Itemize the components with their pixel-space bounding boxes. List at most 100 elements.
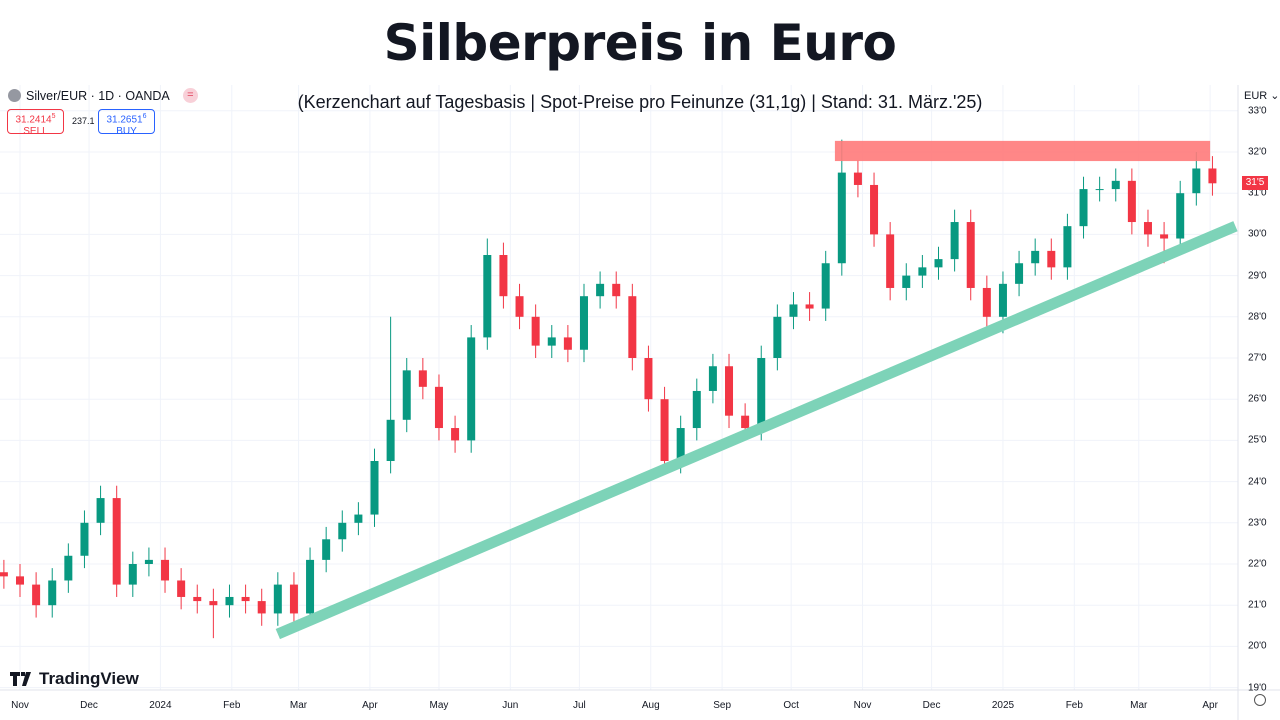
candle [1208, 156, 1217, 196]
candle-body [161, 559, 170, 581]
x-tick-label: 2024 [149, 700, 172, 711]
candle-body [692, 390, 701, 429]
candle-body [80, 522, 89, 556]
candle-body [1015, 263, 1024, 284]
candle [225, 584, 234, 618]
candle-body [451, 428, 460, 441]
x-tick-label: May [429, 700, 449, 711]
market-status-icon[interactable]: = [182, 88, 198, 103]
candle [1031, 238, 1040, 276]
candle-body [660, 399, 669, 461]
sell-price-pip: 5 [51, 113, 56, 120]
candle-body [966, 222, 975, 288]
candle-body [177, 580, 186, 597]
buy-label: BUY [116, 126, 137, 138]
candle [80, 510, 89, 569]
symbol-info[interactable]: Silver/EUR · 1D · OANDA = [8, 88, 198, 103]
candle-body [338, 522, 347, 540]
x-tick-label: Feb [223, 700, 241, 711]
logo-text: TradingView [39, 669, 139, 688]
x-tick-label: Apr [1202, 700, 1218, 711]
y-tick-label: 29'0 [1248, 270, 1267, 282]
candle [402, 358, 411, 433]
candle-body [483, 255, 492, 338]
candle-body [257, 601, 266, 614]
candle [902, 263, 911, 301]
candle [934, 246, 943, 280]
candle-body [1127, 180, 1136, 223]
candle-body [628, 296, 637, 358]
candle [499, 242, 508, 309]
candle [918, 255, 927, 288]
silver-symbol-icon [8, 89, 21, 102]
candle-body [515, 296, 524, 317]
candle [306, 547, 315, 626]
candle-body [306, 559, 315, 614]
buy-button[interactable]: 31.26516 BUY [98, 109, 155, 138]
candle-body [64, 555, 73, 581]
y-tick-label: 30'0 [1248, 228, 1267, 240]
candle [1079, 176, 1088, 239]
candle-body [386, 419, 395, 461]
x-tick-label: Nov [11, 700, 29, 711]
candle-body [563, 337, 572, 350]
currency-selector[interactable]: EUR ⌄ [1244, 89, 1280, 102]
candle-body [418, 370, 427, 387]
candle-body [596, 283, 605, 297]
candle-body [789, 304, 798, 317]
candle-body [370, 461, 379, 515]
candle-body [837, 172, 846, 264]
y-tick-label: 21'0 [1248, 599, 1267, 611]
candle [1015, 250, 1024, 297]
tradingview-logo: TradingView [10, 669, 139, 689]
candle-body [1160, 234, 1169, 239]
candle [451, 415, 460, 453]
candle-body [32, 584, 41, 606]
candle-body [144, 559, 153, 564]
candle-body [499, 255, 508, 297]
candle [0, 559, 8, 589]
candle-body [0, 572, 8, 577]
candle-body [128, 564, 137, 585]
support-trendline [275, 221, 1238, 640]
candle-body [902, 275, 911, 288]
candle [1047, 238, 1056, 280]
candle [563, 325, 572, 363]
candle [692, 378, 701, 441]
candle [386, 316, 395, 474]
candle [805, 292, 814, 321]
candle [870, 172, 879, 247]
candle-body [289, 584, 298, 614]
x-tick-label: Dec [922, 700, 941, 711]
candle-body [886, 234, 895, 288]
candle-body [434, 386, 443, 429]
candle [596, 271, 605, 309]
annotations [275, 140, 1238, 640]
y-tick-label: 19'0 [1248, 682, 1267, 694]
candle [966, 209, 975, 301]
candle [1063, 213, 1072, 280]
candle-body [1143, 222, 1152, 235]
candle-body [644, 358, 653, 400]
candle-body [241, 596, 250, 602]
y-tick-label: 31'0 [1248, 187, 1267, 199]
candle-body [934, 259, 943, 268]
sell-button[interactable]: 31.24145 SELL [7, 109, 64, 137]
resistance-zone [834, 140, 1211, 162]
candle [128, 551, 137, 597]
candle-body [209, 601, 218, 606]
candle [1143, 209, 1152, 247]
candle [1111, 168, 1120, 202]
candle-body [612, 283, 621, 297]
candle [950, 209, 959, 272]
settings-icon[interactable] [1254, 694, 1266, 706]
candle [612, 271, 621, 309]
x-tick-label: Nov [853, 700, 872, 711]
buy-price-pip: 6 [142, 113, 147, 120]
candle [96, 485, 105, 536]
candle-body [950, 222, 959, 260]
chevron-down-icon: ⌄ [1270, 90, 1280, 102]
candle [273, 572, 282, 626]
candle-body [805, 304, 814, 309]
